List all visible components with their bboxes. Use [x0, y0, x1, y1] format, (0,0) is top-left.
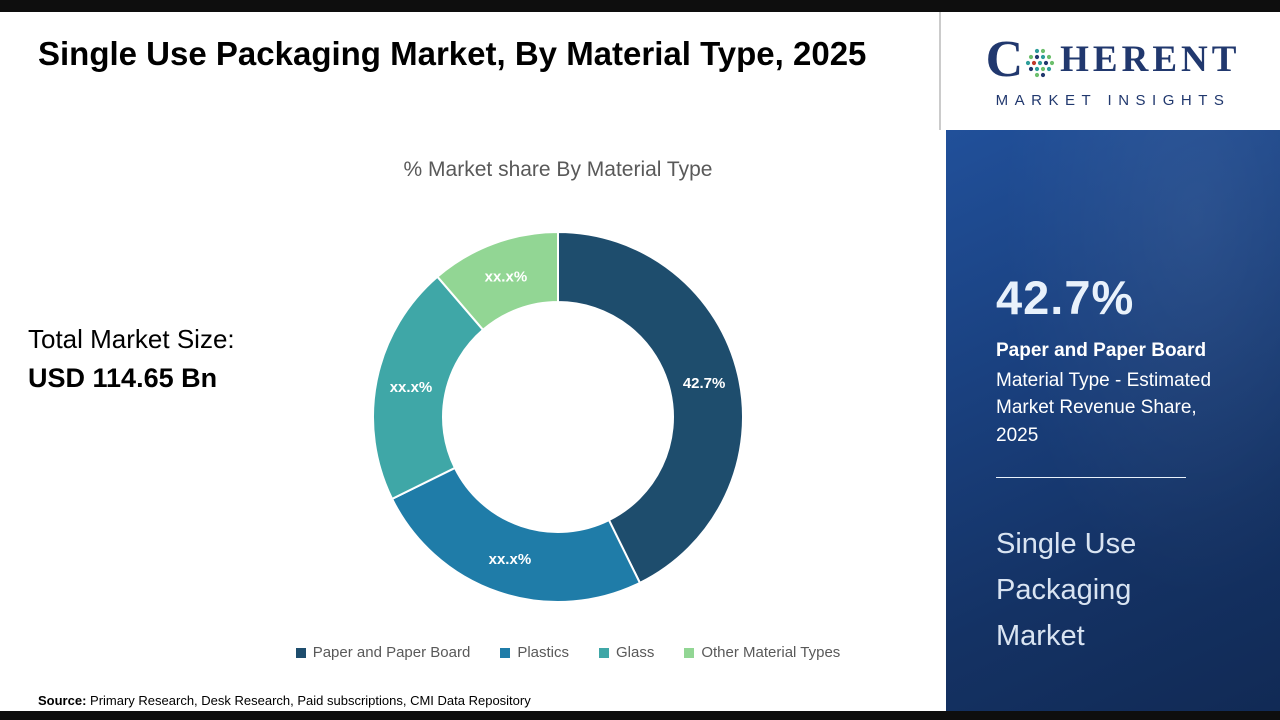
highlight-stat-value: 42.7%: [996, 271, 1135, 324]
donut-segment-paper-and-paper-board: [557, 230, 744, 585]
legend-item-glass: Glass: [599, 644, 654, 661]
donut-segment-other-material-types: [435, 230, 559, 332]
source-text: Primary Research, Desk Research, Paid su…: [86, 693, 531, 708]
highlight-stat-description: Material Type - Estimated Market Revenue…: [996, 369, 1212, 446]
legend-swatch: [684, 647, 695, 658]
chart-subtitle: % Market share By Material Type: [403, 158, 713, 181]
legend-label: Plastics: [517, 644, 569, 661]
segment-value-label: xx.x%: [489, 551, 532, 568]
legend-swatch: [295, 647, 306, 658]
chart-legend: Paper and Paper Board Plastics Glass Other …: [228, 644, 908, 661]
highlight-stat-segment: Paper and Paper Board: [996, 340, 1207, 361]
legend-label: Paper and Paper Board: [312, 644, 471, 661]
market-name: Single Use Packaging Market: [996, 528, 1137, 652]
logo-wordmark: C HERENT: [985, 30, 1241, 88]
legend-swatch: [500, 647, 511, 658]
total-market-size-block: Total Market Size: USD 114.65 Bn: [28, 324, 235, 394]
panel-divider: [996, 477, 1186, 479]
segment-value-label: 42.7%: [683, 375, 726, 392]
legend-label: Glass: [616, 644, 655, 661]
top-border-bar: [0, 0, 1280, 12]
legend-item-other-material-types: Other Material Types: [684, 644, 840, 661]
legend-swatch: [599, 647, 609, 658]
legend-item-plastics: Plastics: [500, 644, 569, 661]
total-market-size-value: USD 114.65 Bn: [28, 363, 218, 393]
bottom-border-bar: [0, 711, 1280, 720]
highlight-side-panel: 42.7% Paper and Paper Board Material Typ…: [946, 130, 1280, 711]
segment-value-label: xx.x%: [390, 379, 433, 396]
logo-letter-c: C: [985, 30, 1024, 88]
legend-label: Other Material Types: [701, 644, 841, 661]
company-logo: C HERENT MARKET INSIGHTS: [946, 12, 1280, 130]
logo-subtitle: MARKET INSIGHTS: [995, 91, 1231, 109]
header-divider: [939, 12, 941, 130]
segment-value-label: xx.x%: [485, 268, 528, 285]
source-row: Source: Primary Research, Desk Research,…: [38, 693, 531, 708]
logo-wordmark-rest: HERENT: [1060, 39, 1241, 80]
donut-segment-plastics: [390, 466, 642, 603]
legend-item-paper-and-paper-board: Paper and Paper Board: [295, 644, 471, 661]
donut-segment-glass: [372, 275, 485, 501]
total-market-size-label: Total Market Size:: [28, 324, 235, 354]
donut-chart: 42.7% xx.x% xx.x% xx.x%: [372, 230, 744, 603]
globe-icon: [1026, 48, 1055, 77]
source-label: Source:: [38, 693, 87, 708]
page-title: Single Use Packaging Market, By Material…: [38, 35, 867, 72]
